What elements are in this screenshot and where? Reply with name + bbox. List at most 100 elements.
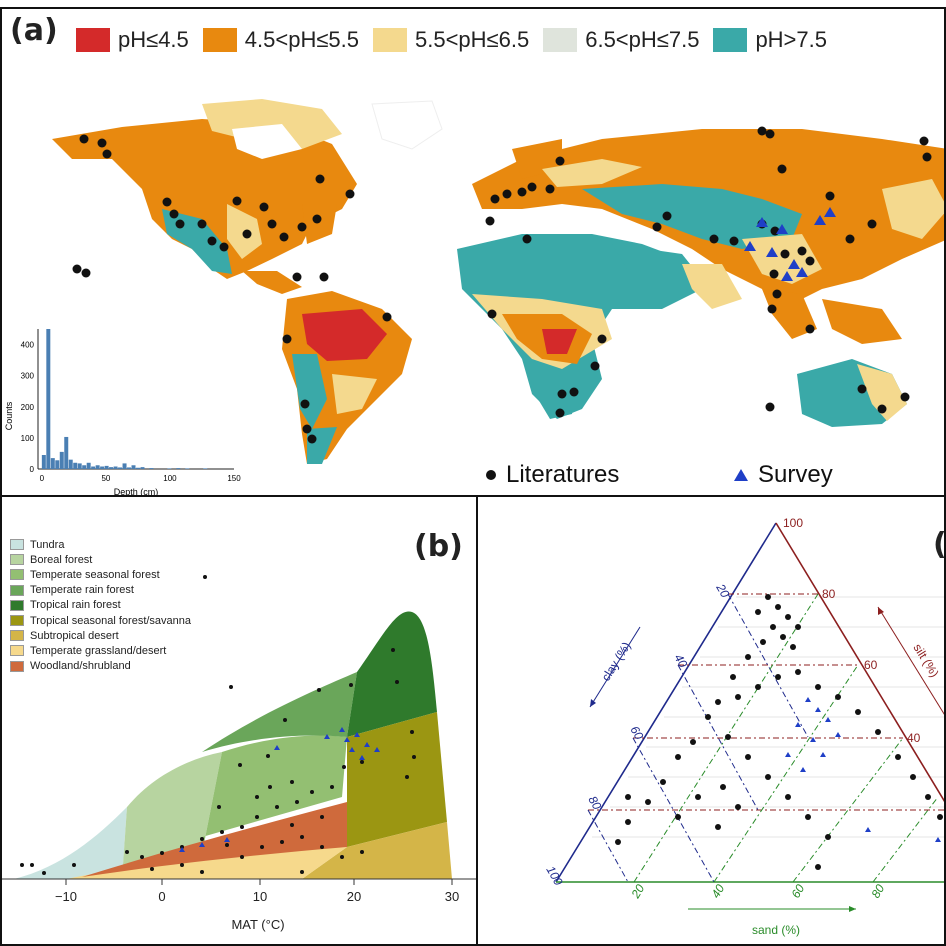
biome-legend-label: Temperate grassland/desert: [30, 644, 167, 657]
survey-points: [744, 207, 836, 281]
ph-legend-item: 6.5<pH≤7.5: [543, 27, 699, 53]
hist-bar: [82, 465, 87, 469]
hist-bar: [113, 466, 118, 469]
biome-xlabel: MAT (°C): [231, 917, 284, 932]
hist-bar: [68, 459, 73, 469]
clay-tick: 40: [671, 652, 690, 671]
clay-arrowhead: [590, 699, 596, 707]
hist-bar: [86, 462, 91, 469]
hist-bar: [55, 460, 60, 469]
biome-legend-label: Tropical rain forest: [30, 599, 121, 612]
clay-tick: 60: [627, 724, 646, 743]
greenland: [371, 100, 443, 150]
panel-a-label: (a): [10, 13, 58, 48]
hist-bar: [203, 468, 208, 469]
hist-x-tick: 150: [227, 474, 241, 483]
biome-legend-item: Temperate seasonal forest: [10, 567, 191, 582]
panel-a-map: (a) pH≤4.5 4.5<pH≤5.5 5.5<pH≤6.5 6.5<pH≤…: [0, 7, 946, 497]
eurasia: [472, 129, 944, 344]
biome-swatch: [10, 645, 24, 657]
texture-survey-points: [785, 697, 941, 842]
biome-legend-item: Boreal forest: [10, 552, 191, 567]
sand-label: sand (%): [752, 923, 800, 937]
lit-legend-dot: [486, 470, 496, 480]
clay-arrow: [589, 626, 641, 708]
biome-survey-points: [179, 727, 380, 852]
ph-legend-label: pH>7.5: [755, 27, 827, 52]
hist-bar: [46, 329, 51, 469]
biome-x-ticks: −10 0 10 20 30: [55, 879, 459, 904]
silt-tick: 80: [822, 587, 836, 601]
hist-bar: [41, 455, 46, 469]
hist-bar: [167, 468, 172, 469]
hist-bars: [41, 329, 208, 469]
biome-legend: Tundra Boreal forest Temperate seasonal …: [10, 537, 191, 674]
biome-swatch: [10, 615, 24, 627]
hist-bar: [136, 467, 140, 469]
clay-tick: 100: [543, 864, 565, 889]
clay-tick: 80: [585, 794, 604, 813]
biome-x-tick: −10: [55, 889, 77, 904]
survey-legend-label: Survey: [758, 461, 833, 488]
ph-swatch: [202, 28, 237, 52]
ph-legend-label: pH≤4.5: [118, 27, 189, 52]
lit-legend-label: Literatures: [506, 461, 620, 488]
hist-bar: [50, 458, 55, 469]
ternary-grid: [592, 596, 944, 838]
ph-legend-label: 5.5<pH≤6.5: [415, 27, 530, 52]
hist-bar: [140, 467, 145, 469]
panel-c-label: (: [933, 527, 946, 562]
depth-histogram: Counts 0 100 200 300 400 0 50 100 150 Depth (cm…: [4, 329, 241, 495]
biome-literature-points: [20, 575, 416, 875]
sand-ticks: 20 40 60 80: [628, 882, 887, 902]
north-america: [52, 99, 357, 294]
biome-x-tick: 20: [347, 889, 361, 904]
biome-legend-item: Temperate grassland/desert: [10, 643, 191, 658]
world-ph-map: [52, 99, 944, 464]
biome-temperate-grassland: [67, 847, 347, 879]
clay-label: clay (%): [599, 639, 634, 683]
hist-bar: [109, 467, 114, 469]
ph-swatch: [373, 28, 407, 52]
biome-tropical-seasonal: [347, 712, 447, 847]
sand-tick: 20: [628, 882, 647, 902]
biome-woodland: [82, 802, 347, 877]
hist-ylabel: Counts: [4, 401, 14, 430]
ph-legend-label: 4.5<pH≤5.5: [244, 27, 359, 52]
silt-ticks: 80 60 40: [822, 587, 921, 745]
hist-bar: [73, 462, 78, 469]
biome-swatch: [10, 554, 24, 566]
hist-bar: [185, 468, 190, 469]
biome-legend-item: Tundra: [10, 537, 191, 552]
biome-tropical-rain: [347, 611, 437, 737]
panel-b-label: (b): [414, 529, 463, 564]
texture-literature-points: [615, 594, 943, 870]
hist-bar: [64, 436, 69, 469]
hist-y-ticks: 0 100 200 300 400: [21, 341, 35, 474]
hist-bar: [118, 467, 123, 469]
hist-bar: [122, 463, 127, 469]
ph-swatch: [76, 28, 110, 52]
hist-bar: [131, 465, 136, 469]
biome-legend-item: Tropical rain forest: [10, 598, 191, 613]
silt-arrowhead: [878, 607, 884, 615]
hist-y-tick: 200: [21, 403, 35, 412]
silt-arrow: [877, 606, 944, 715]
biome-swatch: [10, 660, 24, 672]
biome-x-tick: 10: [253, 889, 267, 904]
silt-label: silt (%): [910, 641, 941, 680]
panel-b-biome: (b): [0, 497, 478, 946]
hist-bar: [59, 451, 64, 469]
biome-tundra: [14, 807, 127, 879]
hist-bar: [77, 463, 82, 469]
hist-y-tick: 300: [21, 372, 35, 381]
hist-bar: [104, 465, 109, 469]
ph-legend-label: 6.5<pH≤7.5: [585, 27, 700, 52]
ph-swatch: [713, 28, 748, 52]
survey-legend-triangle: [734, 469, 748, 481]
silt-axis: [775, 522, 944, 802]
sand-arrowhead: [849, 906, 856, 912]
panel-c-ternary: (: [478, 497, 946, 946]
africa: [457, 234, 742, 419]
hist-bar: [91, 466, 96, 469]
